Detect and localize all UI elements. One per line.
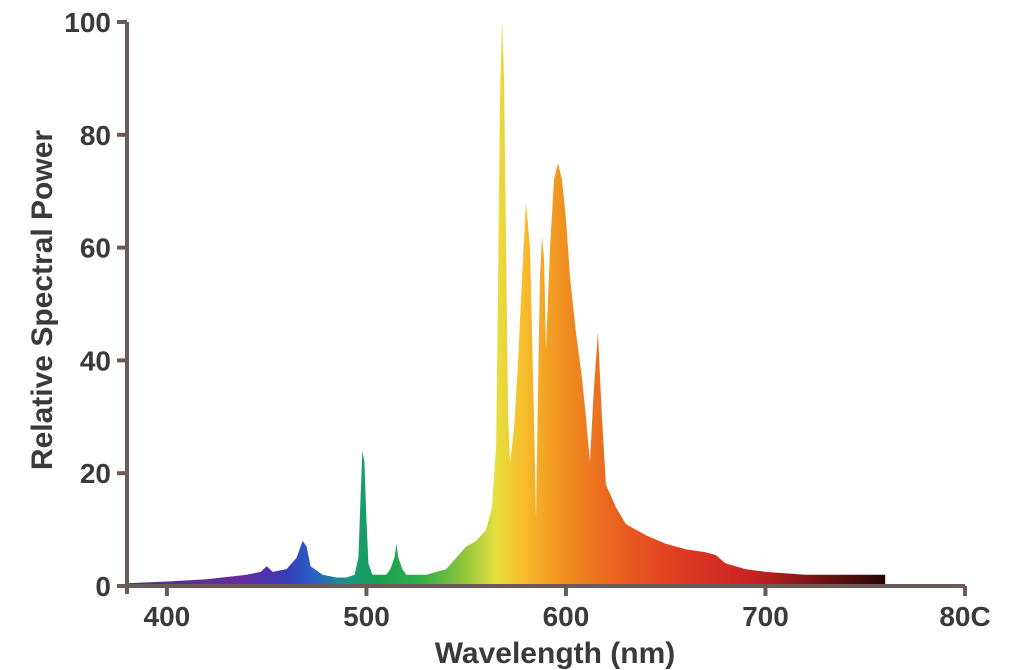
- y-tick-label: 80: [80, 120, 111, 151]
- y-tick-label: 100: [64, 7, 111, 38]
- x-tick-label: 500: [343, 601, 390, 632]
- x-tick-label: 700: [742, 601, 789, 632]
- axes: 0 20 40 60 80 100 400 500 600 700 80C: [64, 7, 990, 632]
- spectrum-area-series-0: [127, 22, 886, 586]
- y-tick-label: 40: [80, 345, 111, 376]
- plot-area: [127, 22, 886, 586]
- x-tick-label: 400: [144, 601, 191, 632]
- x-tick-label: 80C: [939, 601, 990, 632]
- y-tick-label: 60: [80, 233, 111, 264]
- x-tick-label: 600: [543, 601, 590, 632]
- x-axis-title: Wavelength (nm): [435, 637, 676, 670]
- y-tick-label: 0: [95, 571, 111, 602]
- y-tick-label: 20: [80, 458, 111, 489]
- y-axis-title: Relative Spectral Power: [26, 130, 59, 470]
